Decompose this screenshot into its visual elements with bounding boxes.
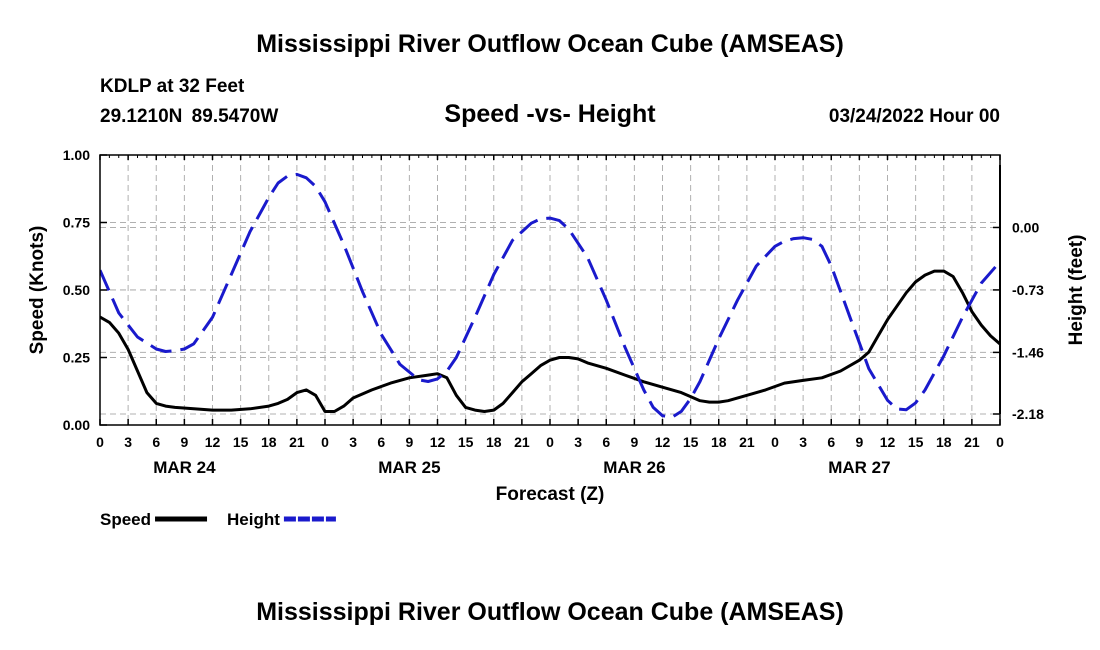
- y-left-tick-label: 0.50: [63, 282, 90, 298]
- x-tick-label: 9: [180, 434, 188, 450]
- date-label: MAR 24: [153, 458, 216, 477]
- series-layer: [100, 172, 1000, 419]
- ticks-layer: 0 3 6 9 12 15 18 21 0 3 6 9 12 15 18 21 0 3 6 9 12 15 18 21 0 3 6 9…: [63, 147, 1044, 477]
- x-axis-title: Forecast (Z): [496, 484, 605, 505]
- x-tick-label: 0: [96, 434, 104, 450]
- main-title: Mississippi River Outflow Ocean Cube (AM…: [256, 30, 844, 58]
- x-tick-label: 3: [799, 434, 807, 450]
- x-tick-label: 12: [655, 434, 671, 450]
- x-tick-label: 0: [321, 434, 329, 450]
- x-tick-label: 3: [349, 434, 357, 450]
- x-tick-label: 18: [486, 434, 502, 450]
- y-right-tick-label: -0.73: [1012, 282, 1044, 298]
- chart-title: Speed -vs- Height: [444, 100, 656, 128]
- x-tick-label: 21: [289, 434, 305, 450]
- legend: Speed Height: [100, 510, 336, 529]
- y-axis-left-title: Speed (Knots): [27, 226, 48, 355]
- grid-layer: [100, 155, 1000, 425]
- x-tick-label: 12: [430, 434, 446, 450]
- x-tick-label: 12: [880, 434, 896, 450]
- y-right-tick-label: -2.18: [1012, 406, 1044, 422]
- series-line-speed: [100, 269, 1000, 413]
- series-line-height: [100, 172, 1000, 419]
- bottom-title: Mississippi River Outflow Ocean Cube (AM…: [256, 598, 844, 626]
- legend-label-speed: Speed: [100, 510, 151, 529]
- x-tick-label: 9: [630, 434, 638, 450]
- y-left-tick-label: 0.25: [63, 350, 90, 366]
- y-left-tick-label: 0.00: [63, 417, 90, 433]
- x-tick-label: 21: [964, 434, 980, 450]
- run-time-label: 03/24/2022 Hour 00: [828, 106, 1000, 127]
- x-tick-label: 9: [855, 434, 863, 450]
- x-tick-label: 18: [936, 434, 952, 450]
- x-tick-label: 0: [771, 434, 779, 450]
- x-tick-label: 15: [458, 434, 474, 450]
- x-tick-label: 21: [739, 434, 755, 450]
- date-label: MAR 25: [378, 458, 440, 477]
- date-label: MAR 27: [828, 458, 890, 477]
- x-tick-label: 6: [827, 434, 835, 450]
- y-right-tick-label: -1.46: [1012, 344, 1044, 360]
- x-tick-label: 18: [261, 434, 277, 450]
- x-tick-label: 12: [205, 434, 221, 450]
- y-right-tick-label: 0.00: [1012, 219, 1039, 235]
- x-tick-label: 0: [546, 434, 554, 450]
- y-left-tick-label: 0.75: [63, 215, 90, 231]
- y-left-tick-label: 1.00: [63, 147, 90, 163]
- x-tick-label: 15: [683, 434, 699, 450]
- x-tick-label: 15: [233, 434, 249, 450]
- x-tick-label: 6: [152, 434, 160, 450]
- legend-label-height: Height: [227, 510, 280, 529]
- x-tick-label: 9: [405, 434, 413, 450]
- x-tick-label: 3: [124, 434, 132, 450]
- y-axis-right-title: Height (feet): [1066, 235, 1087, 346]
- x-tick-label: 21: [514, 434, 530, 450]
- coordinates-label: 29.1210N 89.5470W: [100, 106, 279, 127]
- x-tick-label: 3: [574, 434, 582, 450]
- x-tick-label: 18: [711, 434, 727, 450]
- x-tick-label: 6: [377, 434, 385, 450]
- date-label: MAR 26: [603, 458, 665, 477]
- x-tick-label: 15: [908, 434, 924, 450]
- station-label: KDLP at 32 Feet: [100, 76, 245, 97]
- x-tick-label: 6: [602, 434, 610, 450]
- x-tick-label: 0: [996, 434, 1004, 450]
